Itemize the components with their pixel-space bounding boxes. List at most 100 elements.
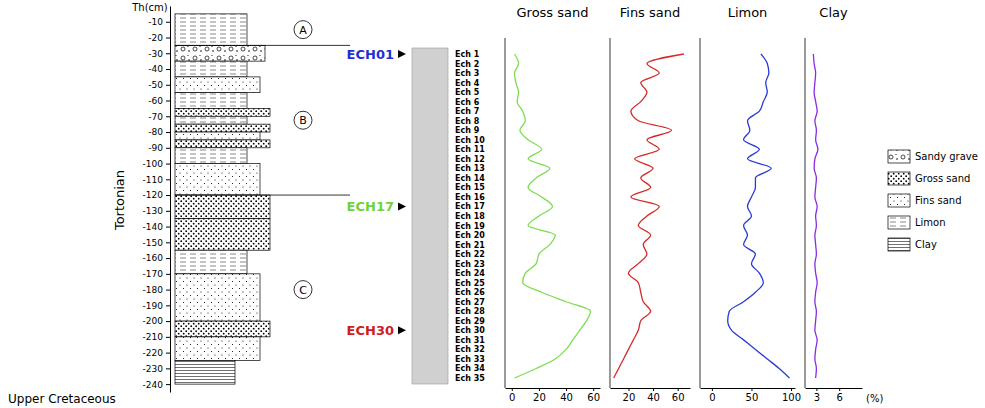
sample-label: Ech 26 bbox=[455, 288, 485, 297]
sample-label: Ech 20 bbox=[455, 231, 485, 240]
tick: -90 bbox=[148, 143, 170, 153]
axis-line bbox=[506, 388, 601, 389]
legend-swatch bbox=[888, 216, 910, 229]
tick-label: -130 bbox=[143, 206, 164, 216]
plot-area bbox=[728, 54, 790, 378]
x-axis: 0204060 bbox=[506, 388, 601, 403]
tick: -20 bbox=[148, 33, 170, 43]
curve bbox=[813, 54, 818, 378]
tick-label: -60 bbox=[148, 96, 163, 106]
marker-arrow bbox=[398, 326, 406, 334]
layer bbox=[175, 93, 247, 109]
sample-label: Ech 1 bbox=[455, 50, 480, 59]
legend-label: Fins sand bbox=[915, 195, 962, 206]
sample-label: Ech 28 bbox=[455, 307, 485, 316]
tick-label: -220 bbox=[143, 348, 164, 358]
marker-label: ECH30 bbox=[347, 323, 394, 338]
tick-label: -30 bbox=[148, 49, 163, 59]
tick-label: -80 bbox=[148, 127, 163, 137]
tick: -30 bbox=[148, 49, 170, 59]
depth-axis: -10-20-30-40-50-60-70-80-90-100-110-120-… bbox=[143, 7, 171, 393]
zone-label: B bbox=[299, 114, 307, 127]
axis-line bbox=[170, 7, 171, 393]
tick-mark bbox=[593, 388, 594, 391]
tick-mark bbox=[166, 337, 170, 338]
tick: 100 bbox=[782, 388, 801, 403]
tick: -60 bbox=[148, 96, 170, 106]
x-axis: 204060 bbox=[611, 388, 691, 403]
layer bbox=[175, 140, 270, 148]
legend-swatch bbox=[888, 150, 910, 163]
tick-label: -50 bbox=[148, 80, 163, 90]
curve bbox=[728, 54, 790, 378]
legend-label: Gross sand bbox=[915, 173, 970, 184]
tick: 0 bbox=[709, 388, 715, 403]
zone-label: C bbox=[299, 284, 307, 297]
tick-label: -210 bbox=[143, 332, 164, 342]
legend-label: Limon bbox=[915, 217, 946, 228]
sample-label: Ech 21 bbox=[455, 241, 485, 250]
tick: -100 bbox=[143, 159, 170, 169]
tick-mark bbox=[166, 116, 170, 117]
tick: -210 bbox=[143, 332, 170, 342]
tick: 3 bbox=[814, 388, 820, 403]
legend-label: Sandy grave bbox=[915, 151, 978, 162]
tick: -170 bbox=[143, 269, 170, 279]
tick: -120 bbox=[143, 190, 170, 200]
tick-label: 20 bbox=[533, 392, 546, 403]
tick-mark bbox=[166, 132, 170, 133]
tick-mark bbox=[166, 69, 170, 70]
sample-label: Ech 27 bbox=[455, 298, 485, 307]
layer bbox=[175, 321, 270, 337]
tick: 40 bbox=[560, 388, 573, 403]
tick: 50 bbox=[746, 388, 759, 403]
sample-label: Ech 34 bbox=[455, 364, 485, 373]
tick-label: -140 bbox=[143, 222, 164, 232]
tick-mark bbox=[166, 305, 170, 306]
sample-label: Ech 12 bbox=[455, 155, 485, 164]
sample-label: Ech 19 bbox=[455, 222, 485, 231]
layer bbox=[175, 148, 247, 164]
marker-label: ECH17 bbox=[347, 199, 394, 214]
tick: -160 bbox=[143, 253, 170, 263]
curve bbox=[515, 54, 591, 378]
axis-title: Th(cm) bbox=[131, 2, 168, 13]
legend-swatch bbox=[888, 172, 910, 185]
tick-mark bbox=[166, 38, 170, 39]
tick-label: -170 bbox=[143, 269, 164, 279]
tick: -220 bbox=[143, 348, 170, 358]
panel-title: Fins sand bbox=[620, 5, 681, 20]
sample-label: Ech 17 bbox=[455, 202, 485, 211]
tick-mark bbox=[791, 388, 792, 391]
tick-label: -40 bbox=[148, 64, 163, 74]
zone-circle bbox=[294, 21, 312, 39]
sample-label: Ech 18 bbox=[455, 212, 485, 221]
panel-title: Limon bbox=[728, 5, 768, 20]
sample-column bbox=[412, 48, 448, 384]
tick-mark bbox=[166, 353, 170, 354]
curve bbox=[614, 54, 684, 378]
tick-label: -190 bbox=[143, 301, 164, 311]
tick-mark bbox=[751, 388, 752, 391]
tick-label: -200 bbox=[143, 316, 164, 326]
tick: 20 bbox=[533, 388, 546, 403]
sample-label: Ech 7 bbox=[455, 107, 479, 116]
layer bbox=[175, 360, 235, 384]
tick: 40 bbox=[647, 388, 660, 403]
tick-label: -90 bbox=[148, 143, 163, 153]
tick-label: 40 bbox=[560, 392, 573, 403]
layers bbox=[175, 14, 270, 384]
sample-label: Ech 9 bbox=[455, 126, 480, 135]
tick-mark bbox=[539, 388, 540, 391]
axis-unit: (%) bbox=[866, 393, 883, 404]
layer bbox=[175, 108, 270, 116]
layer bbox=[175, 61, 247, 77]
tick-label: 60 bbox=[587, 392, 600, 403]
tick: -240 bbox=[143, 380, 170, 390]
sample-label: Ech 11 bbox=[455, 145, 485, 154]
sample-label: Ech 24 bbox=[455, 269, 485, 278]
zone-label: A bbox=[299, 24, 307, 37]
x-axis: 36 bbox=[806, 388, 863, 403]
base-label: Upper Cretaceous bbox=[8, 392, 116, 406]
tick: -140 bbox=[143, 222, 170, 232]
